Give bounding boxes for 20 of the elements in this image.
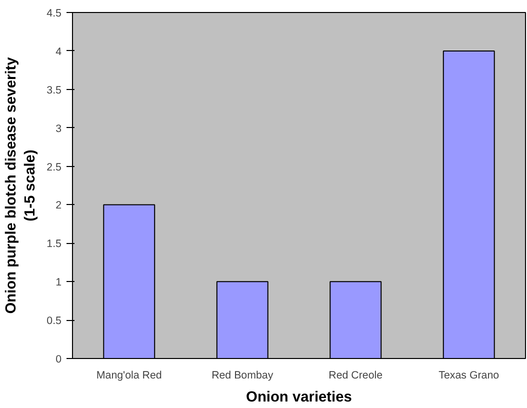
- bar: [216, 281, 268, 358]
- y-tick-label: 3: [56, 122, 62, 135]
- y-tick-label: 2.5: [46, 161, 62, 174]
- x-tick-label: Red Creole: [328, 370, 383, 382]
- y-tick-label: 1: [56, 276, 62, 289]
- bar: [330, 281, 382, 358]
- y-tick-label: 0.5: [46, 315, 62, 328]
- x-axis-title: Onion varieties: [246, 390, 352, 406]
- x-tick-label: Texas Grano: [438, 370, 500, 382]
- y-tick-label: 4.5: [46, 8, 62, 20]
- y-tick-label: 4: [56, 46, 62, 58]
- x-tick-label: Mang'ola Red: [96, 370, 162, 382]
- y-tick-label: 1.5: [46, 238, 62, 250]
- y-tick-label: 2: [56, 200, 62, 212]
- bar: [103, 204, 156, 358]
- bar: [442, 50, 495, 358]
- y-tick-label: 0: [56, 354, 62, 366]
- x-tick-label: Red Bombay: [212, 370, 274, 382]
- y-axis-title: Onion purple blotch disease severity (1-5 scale): [3, 56, 39, 314]
- y-tick-label: 3.5: [46, 84, 62, 96]
